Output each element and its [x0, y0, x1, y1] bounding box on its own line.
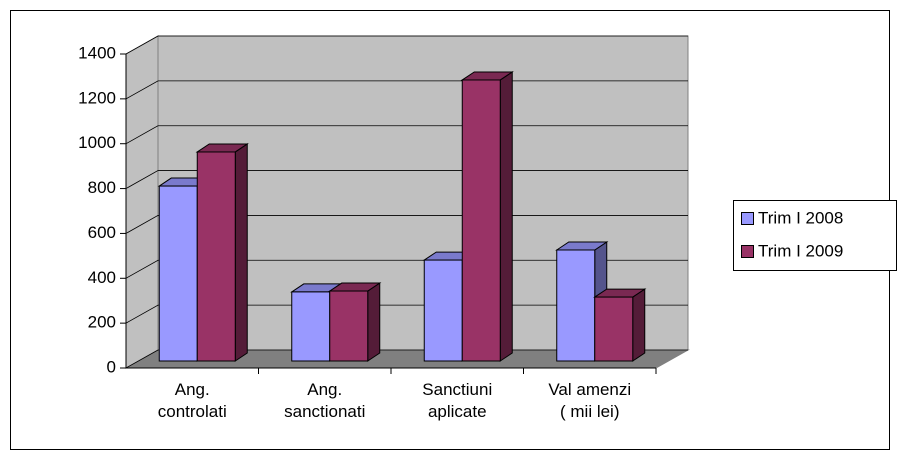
y-tick-label: 0 [107, 357, 116, 376]
side-wall [125, 35, 159, 369]
bar-front [423, 259, 463, 362]
y-tick-label: 800 [88, 178, 116, 197]
bar [328, 282, 382, 362]
bar-front [291, 291, 331, 362]
y-tick-label: 400 [88, 268, 116, 287]
y-tick-label: 600 [88, 223, 116, 242]
bar-side [632, 288, 646, 362]
x-tick-label-line: Ang. [307, 380, 342, 399]
x-tick-label: Ang. controlati [158, 380, 227, 421]
bar-front [594, 296, 634, 362]
bar-side [499, 71, 513, 362]
bar-front [556, 249, 596, 362]
bar-front [461, 79, 501, 362]
grid-line [125, 35, 688, 55]
y-tick-label: 1200 [78, 88, 116, 107]
bar-side [234, 143, 248, 362]
y-tick-label: 1000 [78, 133, 116, 152]
legend-swatch [741, 245, 754, 258]
legend-label: Trim I 2009 [758, 241, 843, 260]
x-tick-label-line: ( mii lei) [560, 402, 620, 421]
legend-label: Trim I 2008 [758, 208, 843, 227]
x-tick-label: Sanctiuni aplicate [422, 380, 492, 421]
x-tick-label: Ang. sanctionati [284, 380, 365, 421]
x-tick-label: Val amenzi ( mii lei) [548, 380, 631, 421]
x-tick-label-line: Sanctiuni [422, 380, 492, 399]
legend-swatch [741, 212, 754, 225]
y-tick-label: 1400 [78, 43, 116, 62]
bar [460, 71, 514, 362]
x-tick-label-line: Val amenzi [548, 380, 631, 399]
x-tick-label-line: aplicate [428, 402, 487, 421]
y-tick-label: 200 [88, 313, 116, 332]
bar-front [196, 151, 236, 362]
x-tick-label-line: Ang. [175, 380, 210, 399]
bar [195, 143, 249, 362]
bar [593, 288, 647, 362]
legend [733, 200, 897, 271]
bar-front [158, 185, 198, 362]
x-tick-label-line: sanctionati [284, 402, 365, 421]
bar-front [329, 290, 369, 362]
bar-side [367, 282, 381, 362]
x-tick-label-line: controlati [158, 402, 227, 421]
